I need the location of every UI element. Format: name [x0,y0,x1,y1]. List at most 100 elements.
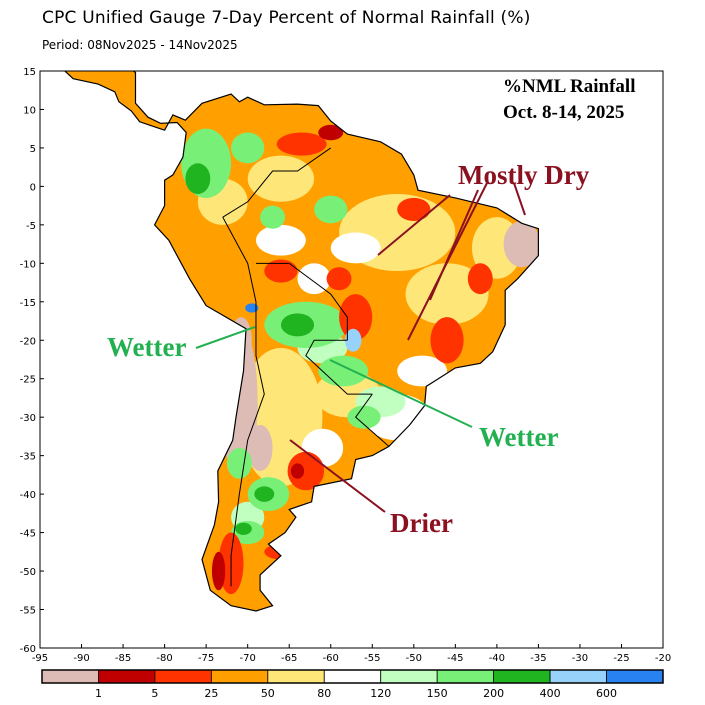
lat-tick-label: -20 [20,336,36,347]
annotation-wetter-west: Wetter [107,332,186,362]
lon-tick-label: -55 [364,653,380,664]
lon-tick-label: -30 [572,653,588,664]
legend-label: 5 [151,687,158,700]
annotation-wetter-east: Wetter [479,422,558,452]
legend-swatch [267,669,325,684]
legend-swatch [323,669,382,684]
annotation-arrow [513,182,526,216]
lon-tick-label: -25 [613,653,629,664]
inset-label-line1: %NML Rainfall [503,76,635,97]
rainfall-patch [344,328,362,352]
rainfall-patch [297,263,331,295]
legend-swatch [436,669,495,684]
legend-swatch [493,669,551,684]
lat-tick-label: -15 [20,298,36,309]
lon-tick-label: -20 [655,653,671,664]
legend-swatch [154,669,212,684]
rainfall-patch [276,132,327,156]
legend-label: 200 [483,687,504,700]
rainfall-patch [405,263,489,325]
axis-ticks: 15 10 5 0 -5 -10 -15 -20 -25 -30 -35 -40 -45 -50 -55 -6… [20,67,672,664]
legend-label: 400 [540,687,561,700]
legend-label: 150 [427,687,448,700]
legend-label: 80 [317,687,331,700]
annotation-arrow [377,194,451,256]
rainfall-patch [397,197,431,222]
annotation-arrow [195,326,256,349]
rainfall-patch [347,405,381,429]
map-title: CPC Unified Gauge 7-Day Percent of Norma… [42,8,531,28]
rainfall-patch [247,155,315,202]
rainfall-patch [211,551,226,591]
lat-tick-label: -25 [20,375,36,386]
rainfall-patch [264,259,298,283]
lat-tick-label: -45 [20,529,36,540]
lon-tick-label: -80 [156,653,172,664]
lon-tick-label: -90 [73,653,89,664]
map-frame [39,70,664,649]
rainfall-patch [314,195,348,224]
annotation-arrows [195,182,526,513]
rainfall-patch [226,447,252,479]
rainfall-patch [503,220,539,268]
legend-label: 25 [204,687,218,700]
rainfall-patch [245,303,259,313]
legend-swatch [98,669,156,684]
country-borders [222,147,390,587]
lon-tick-label: -70 [240,653,256,664]
lat-tick-label: 15 [23,67,36,78]
lat-tick-label: -30 [20,413,36,424]
rainfall-patch [280,313,315,337]
rainfall-patch [254,486,275,502]
legend-label: 1 [95,687,102,700]
lat-tick-label: -40 [20,490,36,501]
legend-swatch [210,669,269,684]
legend-swatch [41,669,99,684]
lon-tick-label: -60 [323,653,339,664]
rainfall-patch [247,424,273,472]
annotation-drier: Drier [390,508,453,538]
annotation-arrow [289,439,386,513]
legend-swatch [549,669,607,684]
rainfall-patch [397,355,448,387]
lon-tick-label: -45 [447,653,463,664]
legend-swatch [380,669,438,684]
lat-tick-label: 0 [30,182,36,193]
legend-label: 120 [370,687,391,700]
color-legend: 1 5 25 50 80 120 150 200 400 600 [41,669,664,700]
lat-tick-label: -10 [20,259,36,270]
lat-tick-label: 10 [23,105,36,116]
legend-border [41,669,664,684]
rainfall-patch [290,463,305,479]
annotation-arrow [429,189,479,301]
rainfall-patch [256,224,306,256]
rainfall-patch [260,205,286,229]
lon-tick-label: -35 [530,653,546,664]
country-border [354,393,390,447]
period-label: Period: 08Nov2025 - 14Nov2025 [42,38,238,52]
lat-tick-label: 5 [30,144,36,155]
inset-label-line2: Oct. 8-14, 2025 [503,102,624,123]
legend-label: 600 [596,687,617,700]
rainfall-patch [467,263,493,295]
rainfall-patch [231,132,265,164]
rainfall-patch [318,124,344,141]
lon-tick-label: -85 [115,653,131,664]
lon-tick-label: -40 [489,653,505,664]
rainfall-patch [235,522,252,535]
lat-tick-label: -5 [26,221,36,232]
rainfall-patch [326,267,352,291]
annotation-mostly-dry: Mostly Dry [458,160,590,190]
rainfall-patch [287,451,325,491]
country-border [255,262,348,341]
lat-tick-label: -35 [20,452,36,463]
lat-tick-label: -50 [20,567,36,578]
annotation-arrow [329,359,473,428]
lat-tick-label: -60 [20,644,36,655]
legend-label: 50 [261,687,275,700]
lat-tick-label: -55 [20,606,36,617]
country-border [222,216,265,587]
lon-tick-label: -75 [198,653,214,664]
